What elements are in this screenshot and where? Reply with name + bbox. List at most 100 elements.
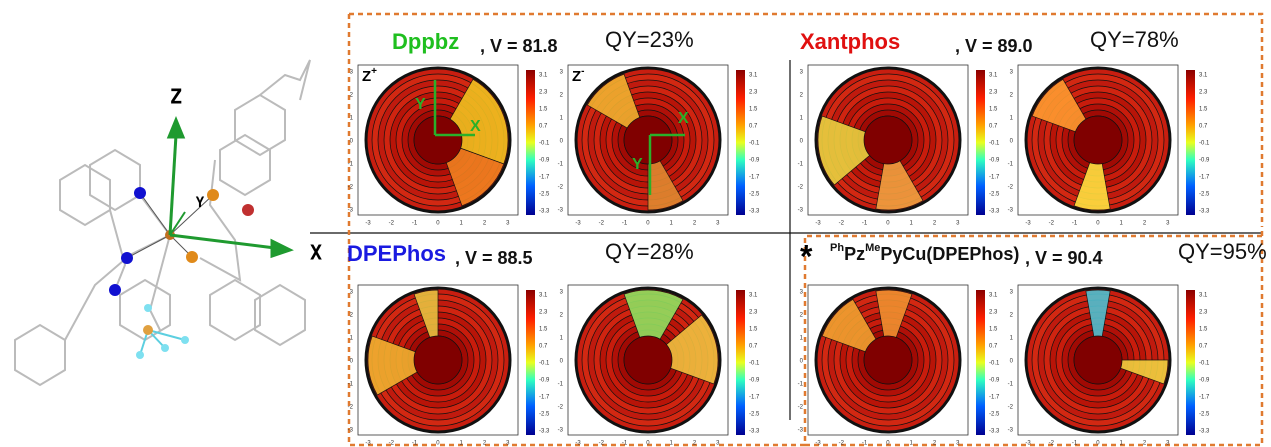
x-tick-label: 2 <box>933 221 937 227</box>
x-tick-label: 3 <box>716 441 720 447</box>
y-tick-label: -1 <box>558 382 564 388</box>
contour-edge <box>814 286 962 434</box>
y-tick-label: 2 <box>350 313 354 319</box>
colorbar-tick-label: 1.5 <box>989 327 998 333</box>
x-tick-label: -3 <box>815 221 821 227</box>
y-tick-label: -2 <box>798 405 804 411</box>
contour-plot: -3 -3 -2 -2 -1 -1 0 0 1 1 2 2 3 3 3.1 2.3 1.5 0.7 -0.1 -0.9… <box>1008 64 1210 227</box>
y-tick-label: -1 <box>348 162 354 168</box>
x-tick-label: 3 <box>956 221 960 227</box>
x-tick-label: -2 <box>599 441 605 447</box>
colorbar-tick-label: -2.5 <box>989 412 1000 418</box>
x-tick-label: -3 <box>1025 221 1031 227</box>
colorbar-tick-label: -0.1 <box>1199 361 1210 367</box>
y-tick-label: 1 <box>560 336 564 342</box>
y-tick-label: 3 <box>560 70 564 76</box>
y-tick-label: -1 <box>798 382 804 388</box>
x-tick-label: 1 <box>460 441 464 447</box>
colorbar-tick-label: -0.1 <box>539 141 550 147</box>
x-tick-label: 3 <box>1166 221 1170 227</box>
colorbar-tick-label: 0.7 <box>1199 124 1208 130</box>
name-sup: Me <box>865 242 880 254</box>
y-tick-label: 1 <box>350 116 354 122</box>
volume: , V = 81.8 <box>480 36 558 56</box>
y-tick-label: 1 <box>800 336 804 342</box>
y-tick-label: 2 <box>350 93 354 99</box>
colorbar-tick-label: -2.5 <box>749 192 760 198</box>
colorbar-tick-label: 0.7 <box>1199 344 1208 350</box>
highlight-box <box>805 226 1264 447</box>
x-tick-label: -1 <box>1072 441 1078 447</box>
colorbar-tick-label: 3.1 <box>539 293 548 299</box>
x-tick-label: 3 <box>956 441 960 447</box>
colorbar-tick-label: 0.7 <box>539 124 548 130</box>
colorbar-tick-label: -0.9 <box>1199 158 1210 164</box>
colorbar <box>526 290 535 435</box>
colorbar-tick-label: -3.3 <box>1199 209 1210 215</box>
x-tick-label: -2 <box>389 221 395 227</box>
colorbar-tick-label: -3.3 <box>989 209 1000 215</box>
y-tick-label: -3 <box>348 208 354 214</box>
y-tick-label: 0 <box>560 139 564 145</box>
y-tick-label: -2 <box>348 185 354 191</box>
colorbar-tick-label: -0.1 <box>1199 141 1210 147</box>
contour-plot: -3 -3 -2 -2 -1 -1 0 0 1 1 2 2 3 3 3.1 2.3 1.5 0.7 -0.1 -0.9… <box>558 284 760 447</box>
x-tick-label: 3 <box>1166 441 1170 447</box>
contour-plot: -3 -3 -2 -2 -1 -1 0 0 1 1 2 2 3 3 3.1 2.3 1.5 0.7 -0.1 -0.9… <box>348 284 550 447</box>
x-tick-label: -2 <box>839 441 845 447</box>
y-tick-label: 1 <box>1010 336 1014 342</box>
x-tick-label: 1 <box>910 441 914 447</box>
panel-name: Dppbz <box>392 29 459 54</box>
colorbar-tick-label: 0.7 <box>749 344 758 350</box>
colorbar-tick-label: 0.7 <box>539 344 548 350</box>
colorbar-tick-label: -3.3 <box>1199 429 1210 435</box>
x-tick-label: -3 <box>1025 441 1031 447</box>
colorbar-tick-label: -0.9 <box>539 378 550 384</box>
y-tick-label: -2 <box>558 405 564 411</box>
contour-core <box>623 335 673 385</box>
y-tick-label: 0 <box>350 139 354 145</box>
x-tick-label: 0 <box>646 441 650 447</box>
colorbar-tick-label: -0.9 <box>749 158 760 164</box>
x-tick-label: -1 <box>412 221 418 227</box>
contour-region <box>1085 289 1111 361</box>
y-tick-label: 3 <box>1010 70 1014 76</box>
colorbar-tick-label: -3.3 <box>539 209 550 215</box>
name-part: DPEPhos <box>347 241 446 266</box>
colorbar-tick-label: -1.7 <box>1199 395 1210 401</box>
colorbar-tick-label: 1.5 <box>749 107 758 113</box>
colorbar-tick-label: -2.5 <box>1199 412 1210 418</box>
colorbar-tick-label: -0.9 <box>989 378 1000 384</box>
axis-label: X <box>310 241 322 265</box>
plot-label-base: Z <box>572 68 581 85</box>
y-tick-label: 0 <box>560 359 564 365</box>
colorbar <box>736 290 745 435</box>
y-tick-label: 2 <box>800 313 804 319</box>
x-tick-label: 0 <box>1096 221 1100 227</box>
y-tick-label: -2 <box>558 185 564 191</box>
colorbar-tick-label: 2.3 <box>1199 310 1208 316</box>
y-tick-label: 1 <box>560 116 564 122</box>
colorbar-tick-label: 0.7 <box>989 344 998 350</box>
y-tick-label: 2 <box>800 93 804 99</box>
colorbar-tick-label: -1.7 <box>1199 175 1210 181</box>
molecule-axes <box>166 116 294 259</box>
y-tick-label: -1 <box>1008 162 1014 168</box>
contour-region <box>367 335 439 396</box>
x-tick-label: 0 <box>436 221 440 227</box>
x-tick-label: -3 <box>365 441 371 447</box>
y-tick-label: 3 <box>800 70 804 76</box>
colorbar-tick-label: 1.5 <box>539 327 548 333</box>
contour-plot: -3 -3 -2 -2 -1 -1 0 0 1 1 2 2 3 3 3.1 2.3 1.5 0.7 -0.1 -0.9… <box>798 284 1000 447</box>
y-tick-label: 0 <box>800 139 804 145</box>
x-tick-label: 1 <box>910 221 914 227</box>
x-tick-label: -3 <box>575 441 581 447</box>
plot-label-sup: - <box>581 66 584 77</box>
axis-label: Y <box>196 195 205 211</box>
x-tick-label: 0 <box>646 221 650 227</box>
y-tick-label: -2 <box>798 185 804 191</box>
x-tick-label: 2 <box>1143 441 1147 447</box>
x-tick-label: 3 <box>506 221 510 227</box>
contour-region <box>817 115 889 186</box>
contour-edge <box>574 286 722 434</box>
